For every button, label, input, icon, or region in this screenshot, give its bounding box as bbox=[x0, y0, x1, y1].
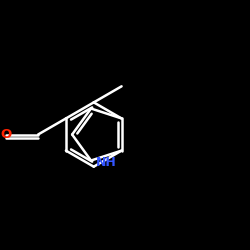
Text: NH: NH bbox=[96, 156, 117, 168]
Text: O: O bbox=[0, 128, 12, 141]
